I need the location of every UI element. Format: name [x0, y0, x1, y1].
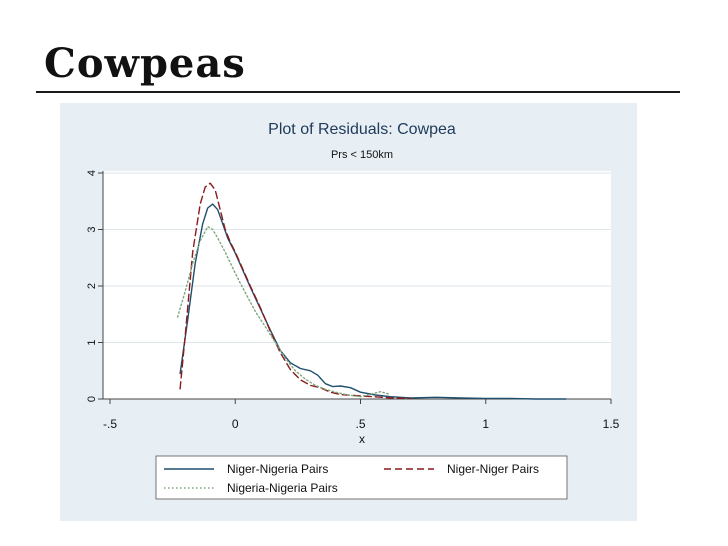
legend-label-nigeria-nigeria: Nigeria-Nigeria Pairs — [227, 481, 338, 495]
plot-area — [103, 171, 611, 399]
legend-label-niger-nigeria: Niger-Nigeria Pairs — [227, 462, 328, 476]
x-tick-label-4: 1.5 — [603, 417, 620, 431]
title-underline — [36, 91, 680, 93]
chart-panel: Plot of Residuals: Cowpea Prs < 150km 0 1… — [60, 103, 637, 521]
x-axis-label: x — [359, 432, 365, 446]
chart-title: Plot of Residuals: Cowpea — [268, 121, 456, 138]
residuals-chart: Plot of Residuals: Cowpea Prs < 150km 0 1… — [86, 121, 620, 500]
series-lines — [176, 182, 567, 400]
y-tick-label-3: 3 — [86, 226, 98, 232]
x-tick-label-3: 1 — [482, 417, 489, 431]
legend-label-niger-niger: Niger-Niger Pairs — [447, 462, 539, 476]
legend-box — [155, 455, 568, 500]
chart-subtitle: Prs < 150km — [331, 149, 393, 161]
legend: Niger-Nigeria Pairs Niger-Niger Pairs Ni… — [155, 455, 568, 500]
axes: 0 1 2 3 4 -.5 0 .5 1 1.5 — [86, 170, 620, 431]
x-tick-label-0: -.5 — [103, 417, 117, 431]
series-line-niger-nigeria-pairs — [179, 203, 567, 400]
series-line-nigeria-nigeria-pairs — [176, 225, 392, 398]
slide-title: Cowpeas — [44, 40, 246, 87]
series-line-niger-niger-pairs — [179, 182, 412, 400]
x-tick-label-1: 0 — [232, 417, 239, 431]
y-tick-label-1: 1 — [86, 339, 98, 345]
y-tick-label-4: 4 — [86, 170, 98, 176]
x-tick-label-2: .5 — [355, 417, 365, 431]
y-tick-label-0: 0 — [86, 396, 98, 402]
y-tick-label-2: 2 — [86, 283, 98, 289]
